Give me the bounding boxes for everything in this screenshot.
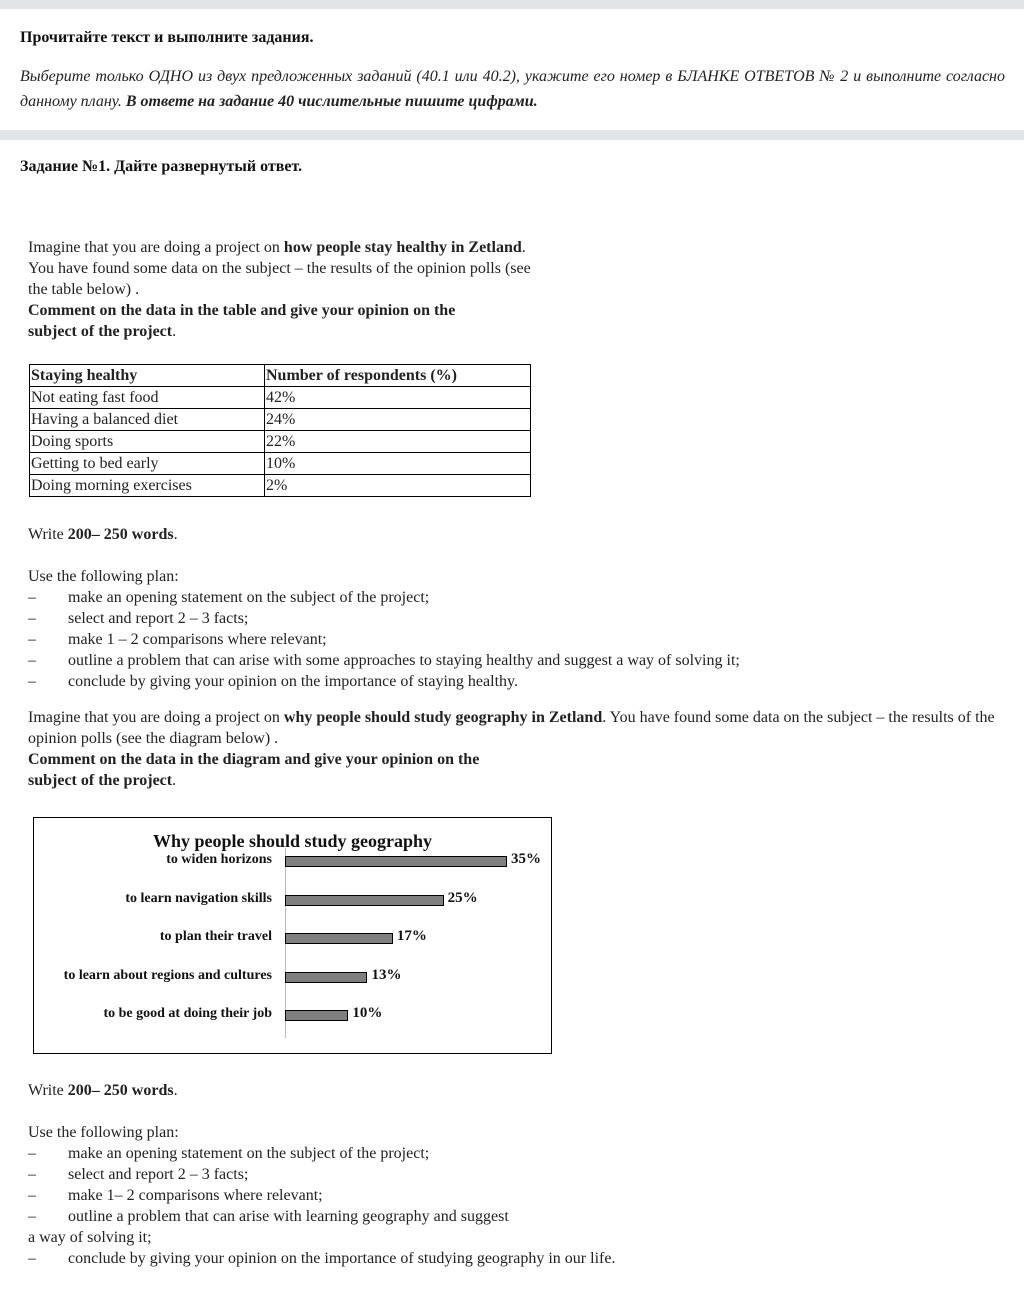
table-row: Having a balanced diet 24% xyxy=(29,408,531,431)
table-cell: 42% xyxy=(264,386,531,409)
category-label: to learn navigation skills xyxy=(125,890,272,906)
period: . xyxy=(172,772,177,789)
plan-item: – select and report 2 – 3 facts; xyxy=(28,608,1008,629)
plan-text: make 1– 2 comparisons where relevant; xyxy=(68,1187,323,1204)
period: . xyxy=(173,526,178,543)
intro-text: Imagine that you are doing a project on xyxy=(28,709,284,726)
dash: – xyxy=(28,1208,36,1225)
plan-text: select and report 2 – 3 facts; xyxy=(68,610,249,627)
plan-text: select and report 2 – 3 facts; xyxy=(68,1166,249,1183)
comment-instruction: Comment on the data in the diagram and g… xyxy=(28,751,480,789)
table-row: Getting to bed early 10% xyxy=(29,452,531,475)
data-label: 17% xyxy=(396,928,427,944)
table-row: Doing morning exercises 2% xyxy=(29,474,531,497)
dash: – xyxy=(28,673,36,690)
category-label: to be good at doing their job xyxy=(103,1006,272,1021)
separator-band xyxy=(0,130,1024,140)
bar xyxy=(285,894,444,906)
dash: – xyxy=(28,631,36,648)
plan-item: – make 1 – 2 comparisons where relevant; xyxy=(28,629,1008,650)
plan-text: outline a problem that can arise with le… xyxy=(68,1208,509,1225)
table-cell: 2% xyxy=(264,474,531,497)
task2-plan: Use the following plan: – make an opening… xyxy=(28,1122,1008,1269)
plan-continuation: a way of solving it; xyxy=(28,1229,152,1246)
bar xyxy=(285,1010,349,1021)
plan-text: conclude by giving your opinion on the i… xyxy=(68,673,518,690)
plan-item: – conclude by giving your opinion on the … xyxy=(28,671,1008,692)
bar xyxy=(285,971,368,983)
dash: – xyxy=(28,1250,36,1267)
note-bold: В ответе на задание 40 числительные пиши… xyxy=(125,93,538,110)
table-row: Doing sports 22% xyxy=(29,430,531,453)
table-cell: Doing morning exercises xyxy=(29,474,265,497)
dash: – xyxy=(28,1145,36,1162)
dash: – xyxy=(28,610,36,627)
table-cell: 22% xyxy=(264,430,531,453)
table-cell: Having a balanced diet xyxy=(29,408,265,431)
bar xyxy=(285,856,507,867)
note-text: Выберите только ОДНО из двух предложенны… xyxy=(20,68,1005,110)
instruction-note: Выберите только ОДНО из двух предложенны… xyxy=(20,64,1005,114)
dash: – xyxy=(28,589,36,606)
table-header: Staying healthy xyxy=(29,364,265,387)
comment-instruction: Comment on the data in the table and giv… xyxy=(28,302,456,340)
intro-text: . You have found some data on the subjec… xyxy=(28,239,531,298)
intro-topic: why people should study geography in Zet… xyxy=(283,709,603,726)
plan-item: – make an opening statement on the subjec… xyxy=(28,587,1008,608)
write-text: Write xyxy=(28,526,68,543)
data-table: Staying healthy Number of respondents (%)… xyxy=(29,364,531,497)
bar xyxy=(285,933,393,944)
dash: – xyxy=(28,1166,36,1183)
bar-chart: Why people should study geography to wid… xyxy=(33,817,552,1054)
plan-item: – make 1– 2 comparisons where relevant; xyxy=(28,1185,1008,1206)
period: . xyxy=(172,323,177,340)
category-label: to learn about regions and cultures xyxy=(63,967,272,983)
dash: – xyxy=(28,1187,36,1204)
write-text: Write xyxy=(28,1082,68,1099)
instruction: Прочитайте текст и выполните задания. xyxy=(20,29,314,46)
table-cell: Getting to bed early xyxy=(29,452,265,475)
plan-text: make 1 – 2 comparisons where relevant; xyxy=(68,631,327,648)
table-cell: 10% xyxy=(264,452,531,475)
table-header: Number of respondents (%) xyxy=(264,364,531,387)
task2-word-count: Write 200– 250 words. xyxy=(28,1080,178,1101)
plan-title: Use the following plan: xyxy=(28,568,179,585)
top-band xyxy=(0,0,1024,9)
table-row: Not eating fast food 42% xyxy=(29,386,531,409)
plan-text: conclude by giving your opinion on the i… xyxy=(68,1250,616,1267)
data-label: 35% xyxy=(511,851,541,867)
task-title: Задание №1. Дайте развернутый ответ. xyxy=(20,158,303,175)
table-cell: 24% xyxy=(264,408,531,431)
data-label: 13% xyxy=(371,966,402,983)
task2-intro: Imagine that you are doing a project on … xyxy=(28,707,1013,791)
task1-word-count: Write 200– 250 words. xyxy=(28,524,178,545)
word-count: 200– 250 words xyxy=(67,1082,174,1099)
table-cell: Not eating fast food xyxy=(29,386,265,409)
dash: – xyxy=(28,652,36,669)
plan-text: make an opening statement on the subject… xyxy=(68,589,430,606)
plan-item: – outline a problem that can arise with s… xyxy=(28,650,1008,671)
task1-intro: Imagine that you are doing a project on … xyxy=(28,237,543,342)
plan-item: – make an opening statement on the subjec… xyxy=(28,1143,1008,1164)
table-cell: Doing sports xyxy=(29,430,265,453)
chart-title: Why people should study geography xyxy=(152,831,433,851)
intro-topic: how people stay healthy in Zetland xyxy=(283,239,522,256)
data-label: 25% xyxy=(447,889,478,906)
data-label: 10% xyxy=(352,1005,383,1021)
plan-text: make an opening statement on the subject… xyxy=(68,1145,430,1162)
period: . xyxy=(173,1082,178,1099)
category-label: to plan their travel xyxy=(159,929,272,944)
word-count: 200– 250 words xyxy=(67,526,174,543)
plan-item: – select and report 2 – 3 facts; xyxy=(28,1164,1008,1185)
plan-text: outline a problem that can arise with so… xyxy=(68,652,740,669)
plan-title: Use the following plan: xyxy=(28,1124,179,1141)
category-label: to widen horizons xyxy=(166,852,272,867)
plan-item: – outline a problem that can arise with l… xyxy=(28,1206,1008,1227)
intro-text: Imagine that you are doing a project on xyxy=(28,239,284,256)
plan-item: – conclude by giving your opinion on the … xyxy=(28,1248,1008,1269)
intro-text: . You have found some data on the subjec… xyxy=(28,709,995,747)
task1-plan: Use the following plan: – make an opening… xyxy=(28,566,1008,692)
table-header-row: Staying healthy Number of respondents (%) xyxy=(29,364,531,387)
